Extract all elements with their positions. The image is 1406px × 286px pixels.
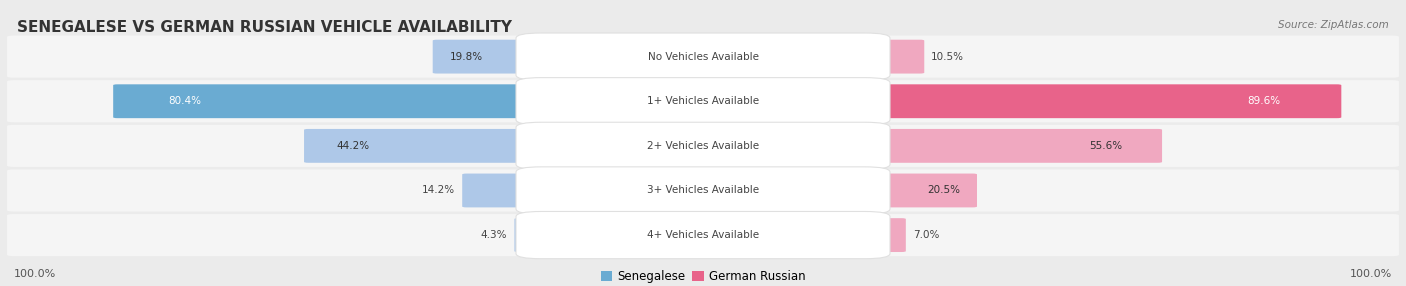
Text: 55.6%: 55.6% <box>1090 141 1122 151</box>
Legend: Senegalese, German Russian: Senegalese, German Russian <box>598 268 808 286</box>
FancyBboxPatch shape <box>7 169 1399 212</box>
FancyBboxPatch shape <box>860 84 1341 118</box>
FancyBboxPatch shape <box>860 218 905 252</box>
Text: 100.0%: 100.0% <box>14 269 56 279</box>
Text: 20.5%: 20.5% <box>927 186 960 195</box>
FancyBboxPatch shape <box>304 129 546 163</box>
FancyBboxPatch shape <box>860 40 924 74</box>
FancyBboxPatch shape <box>516 167 890 214</box>
Text: 44.2%: 44.2% <box>336 141 370 151</box>
Text: 4+ Vehicles Available: 4+ Vehicles Available <box>647 230 759 240</box>
FancyBboxPatch shape <box>7 214 1399 256</box>
FancyBboxPatch shape <box>7 35 1399 78</box>
Text: 2+ Vehicles Available: 2+ Vehicles Available <box>647 141 759 151</box>
Text: 3+ Vehicles Available: 3+ Vehicles Available <box>647 186 759 195</box>
FancyBboxPatch shape <box>516 33 890 80</box>
Text: 10.5%: 10.5% <box>931 52 965 61</box>
FancyBboxPatch shape <box>516 211 890 259</box>
FancyBboxPatch shape <box>860 174 977 207</box>
Text: SENEGALESE VS GERMAN RUSSIAN VEHICLE AVAILABILITY: SENEGALESE VS GERMAN RUSSIAN VEHICLE AVA… <box>17 20 512 35</box>
Text: 100.0%: 100.0% <box>1350 269 1392 279</box>
FancyBboxPatch shape <box>7 125 1399 167</box>
Text: 4.3%: 4.3% <box>481 230 508 240</box>
FancyBboxPatch shape <box>516 122 890 170</box>
Text: Source: ZipAtlas.com: Source: ZipAtlas.com <box>1278 20 1389 30</box>
Text: No Vehicles Available: No Vehicles Available <box>648 52 758 61</box>
FancyBboxPatch shape <box>516 78 890 125</box>
Text: 19.8%: 19.8% <box>450 52 482 61</box>
Text: 89.6%: 89.6% <box>1247 96 1281 106</box>
FancyBboxPatch shape <box>463 174 546 207</box>
FancyBboxPatch shape <box>515 218 546 252</box>
Text: 14.2%: 14.2% <box>422 186 456 195</box>
FancyBboxPatch shape <box>7 80 1399 122</box>
FancyBboxPatch shape <box>860 129 1161 163</box>
Text: 80.4%: 80.4% <box>169 96 201 106</box>
FancyBboxPatch shape <box>433 40 546 74</box>
FancyBboxPatch shape <box>114 84 546 118</box>
Text: 1+ Vehicles Available: 1+ Vehicles Available <box>647 96 759 106</box>
Text: 7.0%: 7.0% <box>912 230 939 240</box>
